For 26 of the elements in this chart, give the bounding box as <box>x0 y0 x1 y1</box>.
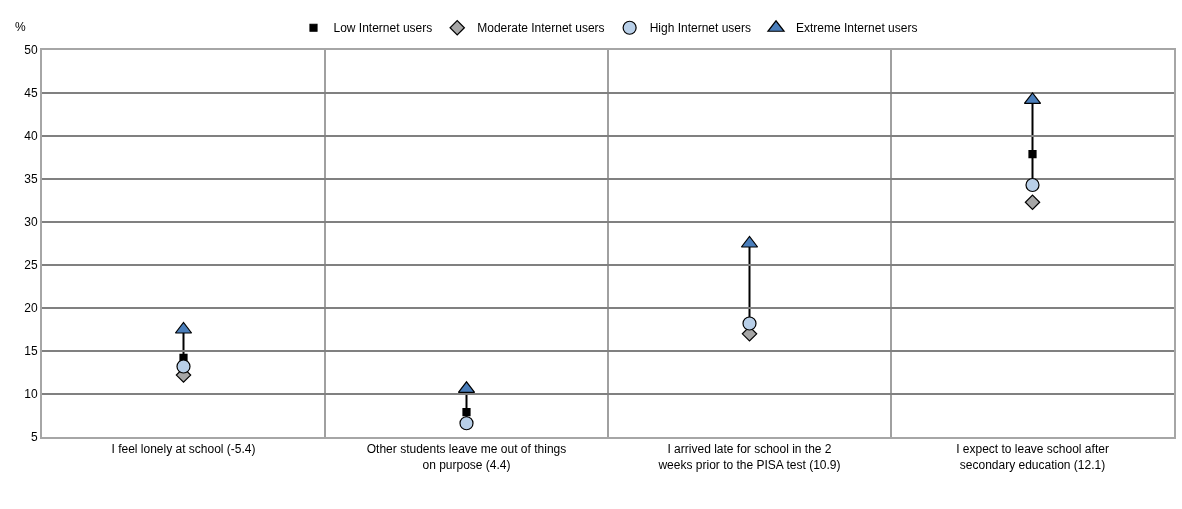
point <box>1028 149 1037 159</box>
x-tick-label: I feel lonely at school (-5.4) <box>111 442 256 457</box>
y-tick-label: 15 <box>24 344 38 359</box>
legend-label: Low Internet users <box>333 21 433 36</box>
x-tick-label: I expect to leave school after secondary education (12.1) <box>956 442 1109 472</box>
y-tick-label: 30 <box>24 215 38 230</box>
point <box>1025 177 1040 193</box>
legend-label: Extreme Internet users <box>796 21 918 36</box>
point <box>176 359 191 374</box>
y-tick-label: 45 <box>24 86 38 101</box>
legend-label: High Internet users <box>649 21 752 36</box>
x-tick-label: I arrived late for school in the 2 weeks prior to the PISA test (10.9) <box>657 442 841 472</box>
y-tick-label: 10 <box>24 387 38 402</box>
y-tick-label: 20 <box>24 301 38 316</box>
y-tick-label: 50 <box>24 43 38 58</box>
legend-label: Moderate Internet users <box>477 21 605 36</box>
point <box>742 316 757 331</box>
y-tick-label: 40 <box>24 129 38 144</box>
point <box>459 416 474 431</box>
point <box>1024 194 1041 210</box>
y-axis-title: % <box>15 20 26 34</box>
y-tick-label: 25 <box>24 258 38 273</box>
y-tick-label: 5 <box>30 430 38 445</box>
x-tick-label: Other students leave me out of things on purpose (4.4) <box>366 442 567 472</box>
point <box>462 407 471 417</box>
y-tick-label: 35 <box>24 172 38 187</box>
